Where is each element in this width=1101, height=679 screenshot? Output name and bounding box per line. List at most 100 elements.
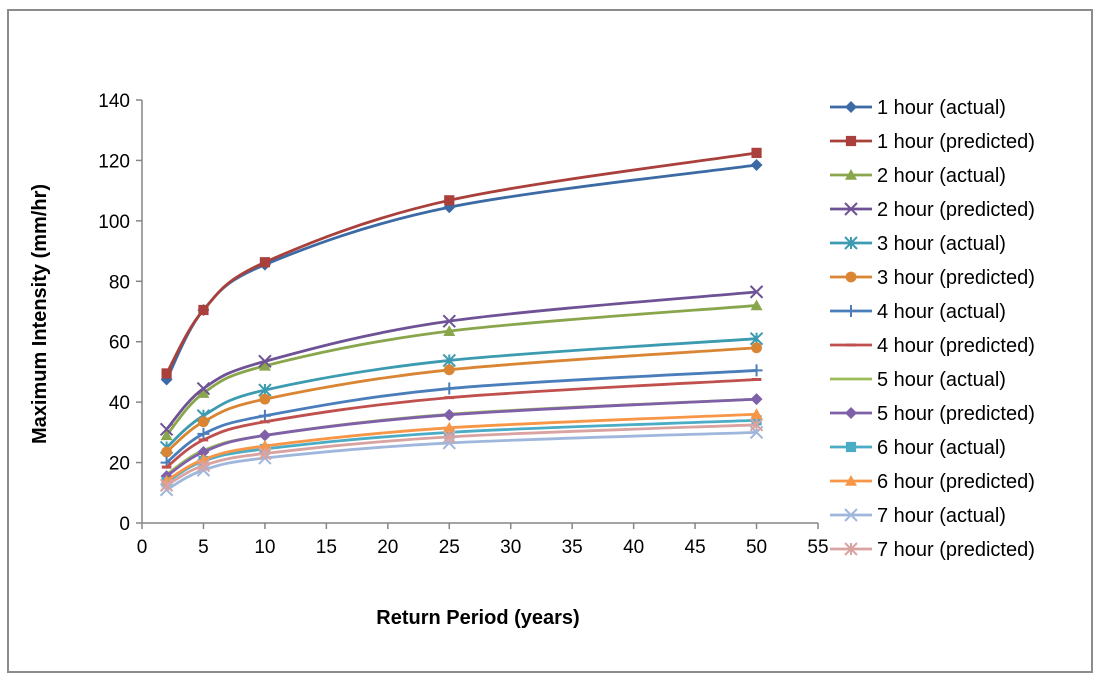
y-axis-title: Maximum Intensity (mm/hr): [29, 184, 51, 444]
data-point: [844, 202, 858, 216]
y-tick-label: 40: [109, 393, 130, 414]
plot-area: [159, 147, 764, 497]
x-tick-label: 20: [377, 537, 398, 558]
legend-item: 7 hour (predicted): [830, 539, 1035, 561]
y-tick-label: 100: [98, 212, 130, 233]
data-point: [161, 446, 172, 458]
legend-label: 6 hour (actual): [877, 437, 1006, 459]
legend-item: 5 hour (actual): [830, 369, 1006, 391]
x-tick-label: 40: [623, 537, 644, 558]
series-6: [161, 342, 762, 458]
data-point: [443, 364, 455, 376]
legend-item: 4 hour (actual): [830, 301, 1006, 323]
x-tick-label: 15: [316, 537, 337, 558]
x-tick-label: 45: [685, 537, 706, 558]
legend-label: 2 hour (actual): [877, 165, 1006, 187]
legend-item: 6 hour (actual): [830, 437, 1006, 459]
data-point: [751, 147, 762, 158]
y-tick-label: 120: [98, 151, 130, 172]
legend-label: 3 hour (actual): [877, 233, 1006, 255]
data-point: [161, 368, 172, 379]
data-point: [751, 342, 762, 354]
y-tick-label: 80: [109, 272, 130, 293]
legend-item: 3 hour (actual): [830, 233, 1006, 255]
axes: 0 20 40 60 80 100 120 140 0 5 10 15 20 25 30 35 40 45 50 55: [98, 91, 828, 558]
series-line: [165, 418, 757, 484]
data-point: [197, 445, 210, 458]
legend-label: 3 hour (predicted): [877, 267, 1035, 289]
legend-item: 6 hour (predicted): [830, 471, 1035, 493]
data-point: [198, 416, 209, 428]
legend-label: 7 hour (actual): [877, 505, 1006, 527]
data-point: [845, 441, 857, 453]
x-tick-label: 25: [439, 537, 460, 558]
data-point: [258, 354, 272, 369]
legend-item: 3 hour (predicted): [830, 267, 1035, 289]
x-tick-label: 35: [562, 537, 583, 558]
data-point: [443, 325, 456, 336]
data-point: [442, 436, 456, 450]
legend-label: 4 hour (actual): [877, 301, 1006, 323]
legend-item: 2 hour (actual): [830, 165, 1006, 187]
data-point: [750, 158, 763, 171]
data-point: [750, 393, 763, 406]
legend-item: 2 hour (predicted): [830, 199, 1035, 221]
data-point: [258, 429, 271, 442]
legend-label: 5 hour (predicted): [877, 403, 1035, 425]
legend-label: 1 hour (predicted): [877, 131, 1035, 153]
data-point: [442, 314, 456, 328]
series-2: [161, 147, 762, 379]
data-point: [444, 396, 455, 400]
x-tick-label: 50: [746, 537, 767, 558]
x-tick-label: 5: [198, 537, 209, 558]
legend-label: 4 hour (predicted): [877, 335, 1035, 357]
series-10: [160, 393, 763, 483]
legend-label: 5 hour (actual): [877, 369, 1006, 391]
legend-item: 1 hour (actual): [830, 97, 1006, 119]
data-point: [750, 299, 763, 311]
y-tick-label: 140: [98, 91, 130, 112]
data-point: [444, 195, 455, 206]
data-point: [844, 508, 858, 522]
data-point: [442, 430, 456, 444]
data-point: [845, 305, 857, 317]
data-point: [159, 478, 174, 492]
data-point: [159, 422, 174, 437]
data-point: [845, 271, 857, 283]
data-point: [750, 364, 763, 377]
data-point: [443, 421, 456, 433]
data-point: [258, 359, 271, 371]
data-point: [260, 420, 270, 424]
x-tick-label: 10: [254, 537, 275, 558]
series-1: [160, 158, 763, 386]
data-point: [749, 285, 764, 299]
series-line: [165, 304, 757, 437]
data-point: [749, 418, 764, 432]
data-point: [160, 429, 173, 441]
data-point: [259, 257, 271, 268]
legend-label: 1 hour (actual): [877, 97, 1006, 119]
data-point: [845, 135, 857, 147]
data-point: [198, 304, 209, 316]
series-14: [159, 418, 764, 492]
legend-item: 4 hour (predicted): [830, 335, 1035, 357]
y-tick-label: 0: [119, 514, 130, 535]
data-point: [846, 343, 856, 347]
data-point: [198, 438, 209, 442]
data-point: [197, 427, 210, 440]
series-4: [159, 285, 764, 437]
data-point: [258, 439, 271, 451]
data-point: [258, 409, 271, 422]
series-3: [160, 299, 763, 441]
data-point: [196, 381, 211, 396]
data-point: [259, 393, 271, 405]
data-point: [751, 377, 762, 381]
x-axis-title: Return Period (years): [376, 607, 579, 629]
data-point: [258, 446, 272, 461]
data-point: [845, 407, 857, 419]
data-point: [845, 475, 857, 486]
x-tick-label: 0: [137, 537, 148, 558]
data-point: [443, 408, 456, 421]
series-8: [161, 377, 762, 469]
